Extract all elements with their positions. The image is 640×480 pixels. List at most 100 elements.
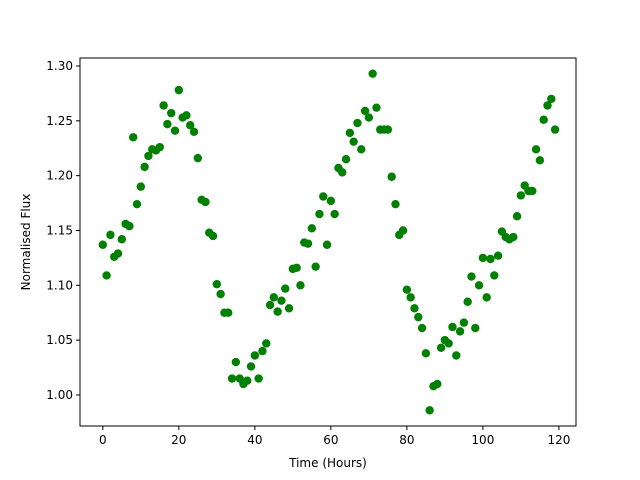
point (273, 307, 282, 316)
x-tick-label: 60 (323, 433, 338, 447)
point (319, 192, 328, 201)
point (144, 151, 153, 161)
point (201, 197, 210, 207)
point (387, 172, 396, 181)
point (467, 272, 476, 281)
point (364, 113, 374, 122)
point (231, 357, 241, 367)
point (265, 300, 275, 310)
x-tick-label: 0 (99, 433, 107, 447)
point (311, 262, 320, 271)
point (516, 191, 526, 200)
x-tick-label: 80 (399, 433, 414, 447)
point (452, 351, 461, 360)
point (277, 296, 286, 305)
point (531, 145, 541, 154)
x-tick-label: 120 (547, 433, 570, 447)
point (493, 251, 503, 260)
point (417, 323, 427, 333)
point (425, 406, 434, 415)
point (539, 115, 548, 124)
point (528, 186, 537, 196)
point (106, 230, 115, 240)
point (98, 240, 108, 249)
y-tick-label: 1.10 (46, 278, 73, 292)
point (463, 297, 472, 306)
y-axis-label: Normalised Flux (19, 194, 33, 291)
point (322, 240, 332, 249)
x-tick-label: 100 (471, 433, 494, 447)
point (455, 327, 465, 336)
point (341, 155, 351, 164)
point (421, 349, 431, 358)
point (132, 199, 142, 209)
point (509, 232, 518, 242)
point (345, 128, 355, 138)
point (471, 323, 480, 333)
point (448, 322, 457, 332)
point (330, 209, 339, 219)
point (478, 253, 488, 263)
point (326, 196, 336, 206)
point (307, 224, 317, 233)
point (414, 312, 423, 322)
point (303, 239, 313, 248)
point (159, 101, 168, 110)
y-tick-label: 1.30 (46, 59, 73, 73)
point (338, 168, 347, 177)
point (296, 281, 305, 290)
point (444, 339, 453, 348)
point (193, 153, 203, 163)
point (136, 182, 146, 191)
point (262, 339, 271, 348)
plot-area (98, 69, 560, 415)
point (246, 362, 256, 371)
y-tick-label: 1.20 (46, 169, 73, 183)
point (433, 379, 442, 389)
point (436, 343, 446, 353)
point (140, 162, 149, 172)
y-tick-label: 1.15 (46, 223, 73, 237)
point (284, 304, 294, 313)
point (543, 101, 552, 110)
point (113, 249, 123, 258)
point (410, 304, 419, 313)
point (406, 293, 415, 302)
point (129, 133, 138, 142)
point (398, 226, 408, 235)
point (212, 280, 222, 289)
point (269, 293, 279, 302)
x-axis-label: Time (Hours) (288, 456, 367, 470)
point (349, 137, 358, 146)
point (383, 125, 393, 134)
point (360, 106, 370, 116)
point (125, 221, 134, 231)
point (315, 209, 324, 219)
point (357, 145, 366, 154)
x-tick-label: 40 (247, 433, 262, 447)
point (208, 231, 218, 241)
point (391, 199, 400, 209)
point (547, 94, 556, 104)
point (117, 235, 127, 244)
point (216, 289, 225, 299)
point (182, 111, 191, 120)
point (163, 119, 172, 129)
point (227, 374, 237, 383)
point (474, 281, 484, 290)
y-tick-label: 1.00 (46, 388, 73, 402)
point (482, 293, 491, 302)
x-tick-label: 20 (171, 433, 186, 447)
point (535, 156, 545, 165)
point (550, 125, 560, 134)
point (372, 103, 381, 112)
point (224, 308, 233, 317)
point (402, 285, 412, 294)
point (512, 212, 522, 221)
point (368, 69, 377, 78)
point (174, 85, 184, 95)
point (292, 263, 301, 272)
point (250, 351, 260, 360)
